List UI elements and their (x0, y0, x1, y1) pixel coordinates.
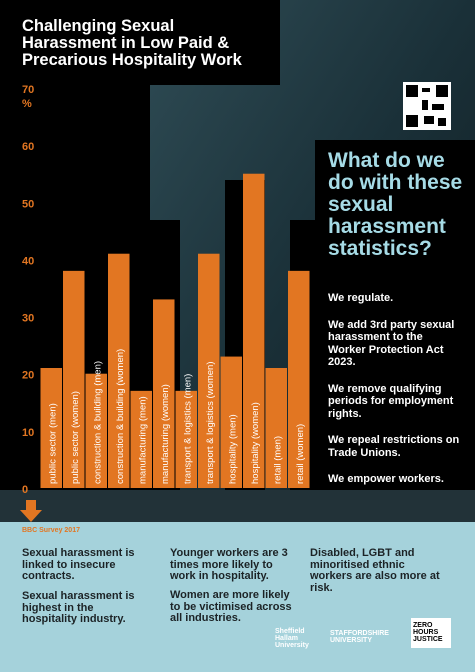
fact: Sexual harassment is highest in the hosp… (22, 590, 135, 625)
y-tick-label: 50 (22, 198, 34, 210)
fact: Sexual harassment is linked to insecure … (22, 547, 135, 582)
x-tick-label: hospitality (women) (250, 402, 261, 484)
title-block (0, 0, 280, 85)
bar (153, 299, 175, 488)
action: We remove qualifying periods for employm… (328, 382, 454, 420)
action: We regulate. (328, 292, 394, 304)
bar (130, 390, 152, 488)
x-tick-label: public sector (men) (47, 403, 58, 484)
x-tick-label: construction & building (men) (92, 361, 103, 484)
y-tick-label: 10 (22, 427, 34, 439)
bar (108, 253, 130, 488)
fact: Disabled, LGBT and minoritised ethnic wo… (310, 547, 440, 594)
y-unit: % (22, 98, 32, 110)
bar (198, 253, 220, 488)
bar (265, 368, 287, 488)
x-tick-label: manufacturing (men) (137, 396, 148, 484)
qr-code (403, 82, 451, 130)
arrow (20, 500, 42, 522)
bar (40, 368, 62, 488)
action: We repeal restrictions on Trade Unions. (328, 434, 460, 459)
bar (243, 173, 265, 488)
logo: ZERO HOURS JUSTICE (413, 622, 443, 643)
x-tick-label: manufacturing (women) (160, 384, 171, 484)
fact: Younger workers are 3 times more likely … (170, 547, 288, 582)
bar (220, 356, 242, 488)
y-tick-label: 30 (22, 313, 34, 325)
bar (175, 390, 197, 488)
y-tick-label: 60 (22, 141, 34, 153)
x-tick-label: public sector (women) (70, 391, 81, 484)
y-tick-label: 20 (22, 370, 34, 382)
title: Challenging Sexual Harassment in Low Pai… (22, 17, 242, 69)
y-tick-label: 70 (22, 84, 34, 96)
x-tick-label: retail (women) (295, 424, 306, 484)
text-panel (315, 140, 475, 490)
x-tick-label: construction & building (women) (115, 349, 126, 484)
strip (0, 490, 475, 522)
fact: Women are more likely to be victimised a… (170, 589, 292, 624)
logo: STAFFORDSHIRE UNIVERSITY (330, 630, 389, 644)
bar (288, 270, 310, 488)
bar (85, 373, 107, 488)
panel-heading: What do we do with these sexual harassme… (328, 149, 463, 260)
action: We empower workers. (328, 473, 444, 485)
source: BBC Survey 2017 (22, 527, 80, 534)
logo-box (411, 618, 451, 648)
y-tick-label: 0 (22, 484, 28, 496)
action-list: We regulate. We add 3rd party sexual hara… (328, 292, 463, 500)
logo: Sheffield Hallam University (275, 628, 309, 649)
x-tick-label: transport & logistics (men) (182, 374, 193, 484)
y-tick-label: 40 (22, 255, 34, 267)
x-tick-label: transport & logistics (women) (205, 362, 216, 484)
x-tick-label: retail (men) (272, 436, 283, 484)
action: We add 3rd party sexual harassment to th… (328, 318, 455, 369)
bar (63, 270, 85, 488)
info-panel (0, 522, 475, 672)
axis-block (0, 85, 40, 520)
x-tick-label: hospitality (men) (227, 414, 238, 484)
